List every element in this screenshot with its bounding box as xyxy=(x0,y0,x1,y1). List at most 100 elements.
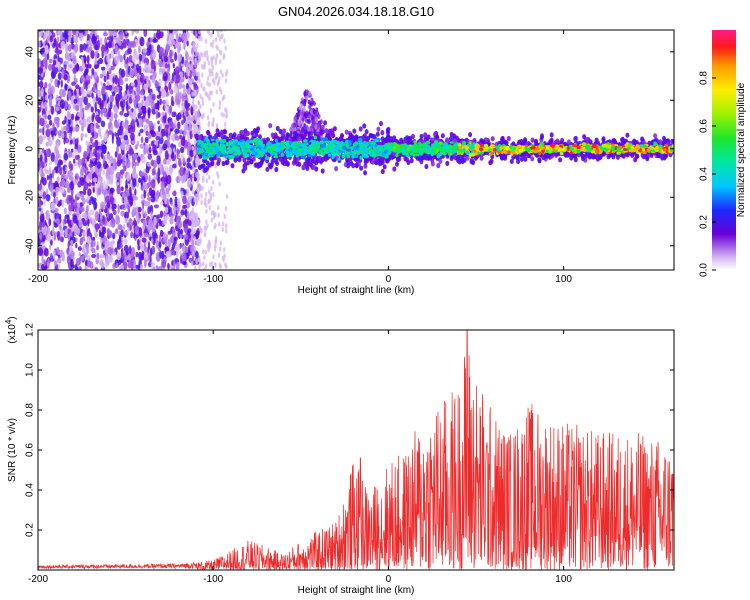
heatmap-cell xyxy=(93,125,97,132)
heatmap-cell xyxy=(147,192,150,198)
heatmap-cell xyxy=(81,63,86,70)
heatmap-cell xyxy=(157,101,160,111)
heatmap-cell xyxy=(55,186,60,193)
heatmap-cell xyxy=(191,261,194,266)
heatmap-cell xyxy=(223,94,226,100)
heatmap-cell xyxy=(218,262,221,268)
heatmap-cell xyxy=(128,96,132,104)
heatmap-cell xyxy=(87,188,92,196)
heatmap-cell xyxy=(218,100,222,106)
heatmap-cell xyxy=(129,191,132,199)
heatmap-cell xyxy=(311,164,316,170)
heatmap-cell xyxy=(152,149,158,156)
heatmap-cell xyxy=(161,250,165,260)
heatmap-cell xyxy=(45,128,51,138)
heatmap-cell xyxy=(208,96,211,102)
heatmap-cell xyxy=(44,113,47,120)
heatmap-cell xyxy=(86,144,90,155)
heatmap-cell xyxy=(205,50,209,56)
heatmap-cell xyxy=(216,160,221,166)
heatmap-cell xyxy=(90,73,93,79)
heatmap-cell xyxy=(209,261,212,267)
heatmap-cell xyxy=(218,221,221,227)
heatmap-cell xyxy=(268,123,273,129)
heatmap-cell xyxy=(175,261,180,270)
heatmap-cell xyxy=(215,56,218,62)
heatmap-cell xyxy=(198,36,201,42)
heatmap-cell xyxy=(185,188,190,197)
heatmap-cell xyxy=(181,93,185,103)
heatmap-cell xyxy=(187,136,191,143)
heatmap-cell xyxy=(105,85,110,91)
heatmap-cell xyxy=(154,131,160,138)
heatmap-cell xyxy=(201,101,205,106)
heatmap-cell xyxy=(169,119,174,127)
heatmap-cell xyxy=(49,94,53,104)
heatmap-cell xyxy=(55,218,61,225)
heatmap-cell xyxy=(134,69,138,77)
heatmap-cell xyxy=(200,200,203,206)
heatmap-cell xyxy=(490,136,495,142)
heatmap-cell xyxy=(158,46,164,57)
heatmap-cell xyxy=(56,142,60,147)
heatmap-cell xyxy=(203,50,207,56)
heatmap-cell xyxy=(310,131,314,136)
heatmap-cell xyxy=(56,257,62,264)
heatmap-cell xyxy=(193,236,196,241)
heatmap-cell xyxy=(48,58,53,64)
heatmap-cell xyxy=(176,205,180,214)
heatmap-cell xyxy=(56,246,60,253)
heatmap-cell xyxy=(102,170,106,176)
heatmap-cell xyxy=(117,224,123,231)
heatmap-cell xyxy=(220,50,223,56)
heatmap-cell xyxy=(155,265,159,270)
heatmap-cell xyxy=(83,81,87,90)
heatmap-cell xyxy=(197,60,200,66)
heatmap-cell xyxy=(154,81,160,88)
heatmap-cell xyxy=(191,99,195,104)
heatmap-cell xyxy=(140,264,144,270)
heatmap-cell xyxy=(101,108,107,113)
heatmap-cell xyxy=(465,155,470,161)
heatmap-cell xyxy=(166,198,169,207)
heatmap-cell xyxy=(221,72,224,78)
heatmap-cell xyxy=(224,78,228,84)
heatmap-cell xyxy=(49,239,53,246)
heatmap-cell xyxy=(126,256,130,261)
heatmap-cell xyxy=(216,30,219,34)
heatmap-cell xyxy=(134,30,140,34)
heatmap-cell xyxy=(123,112,129,118)
heatmap-cell xyxy=(530,137,535,143)
heatmap-cell xyxy=(43,162,47,173)
heatmap-cell xyxy=(97,187,102,196)
heatmap-cell xyxy=(145,130,149,136)
heatmap-cell xyxy=(129,41,134,48)
heatmap-cell xyxy=(153,38,158,43)
heatmap-cell xyxy=(509,158,514,164)
heatmap-cell xyxy=(175,114,180,122)
heatmap-cell xyxy=(64,228,68,238)
heatmap-cell xyxy=(488,160,493,166)
heatmap-cell xyxy=(132,153,138,158)
heatmap-cell xyxy=(114,132,117,137)
heatmap-cell xyxy=(64,180,70,189)
heatmap-cell xyxy=(155,240,160,249)
heatmap-cell xyxy=(182,157,186,165)
heatmap-cell xyxy=(163,56,168,63)
heatmap-cell xyxy=(75,84,80,90)
heatmap-cell xyxy=(54,212,57,220)
heatmap-cell xyxy=(225,228,228,234)
heatmap-cell xyxy=(128,62,133,67)
heatmap-cell xyxy=(71,152,75,159)
heatmap-cell xyxy=(169,30,173,34)
heatmap-cell xyxy=(45,210,48,217)
heatmap-cell xyxy=(137,45,141,54)
heatmap-cell xyxy=(144,62,147,71)
heatmap-cell xyxy=(159,98,163,106)
heatmap-cell xyxy=(205,263,208,269)
heatmap-cell xyxy=(225,113,228,119)
heatmap-cell xyxy=(73,178,78,186)
heatmap-cell xyxy=(157,176,161,184)
heatmap-cell xyxy=(86,63,92,69)
heatmap-cell xyxy=(93,71,98,81)
